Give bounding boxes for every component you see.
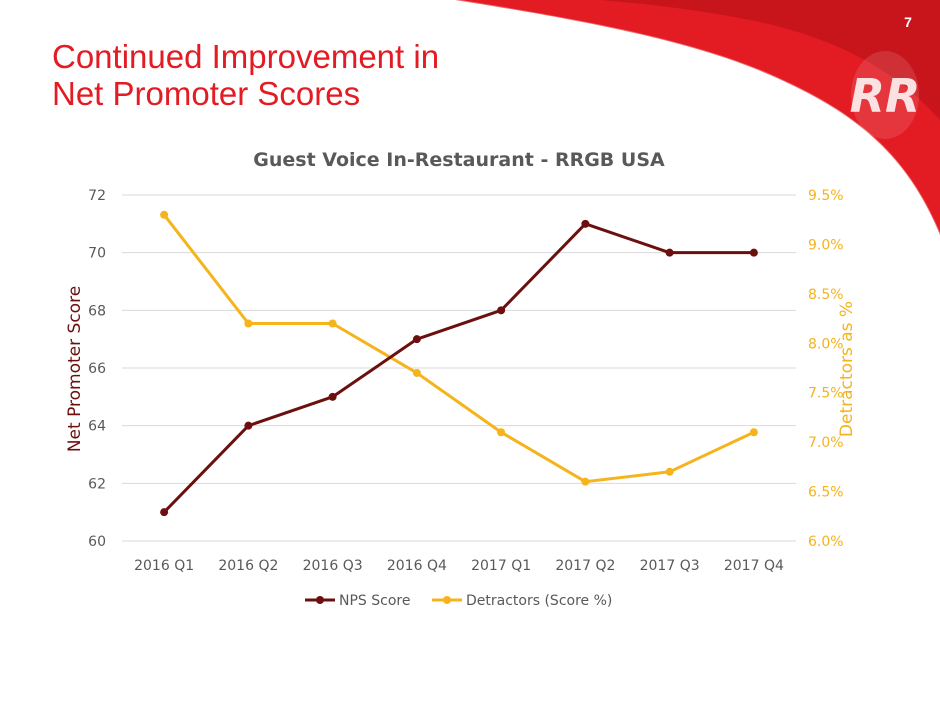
page-number: 7: [904, 14, 912, 30]
legend-detractors-label: Detractors (Score %): [466, 593, 612, 609]
y-tick-label: 64: [88, 419, 106, 435]
detractors-point: [160, 210, 169, 219]
header-swoosh-dark: [600, 0, 940, 120]
nps-point: [581, 219, 590, 228]
detractors-point: [244, 319, 253, 328]
chart-title: Guest Voice In-Restaurant - RRGB USA: [253, 149, 665, 171]
y2-tick-label: 8.5%: [808, 287, 844, 303]
right-axis-ticks: 6.0% 6.5% 7.0% 7.5% 8.0% 8.5% 9.0% 9.5%: [808, 188, 844, 550]
x-tick-label: 2016 Q1: [134, 558, 194, 574]
y-tick-label: 68: [88, 303, 106, 319]
y2-axis-label: Detractors as %: [837, 301, 857, 437]
legend-nps-label: NPS Score: [339, 593, 410, 609]
slide-title-line-1: Continued Improvement in: [52, 38, 440, 75]
nps-point: [665, 248, 674, 257]
chart: Guest Voice In-Restaurant - RRGB USA 606…: [65, 149, 857, 609]
header-swoosh: [455, 0, 940, 235]
x-tick-label: 2016 Q2: [218, 558, 278, 574]
y-tick-label: 70: [88, 246, 106, 262]
slide-title-line-2: Net Promoter Scores: [52, 75, 361, 112]
y-tick-label: 72: [88, 188, 106, 204]
legend: NPS Score Detractors (Score %): [305, 593, 612, 609]
gridlines: [122, 194, 796, 542]
nps-line: [163, 222, 754, 514]
y2-tick-label: 9.5%: [808, 188, 844, 204]
nps-point: [160, 508, 169, 517]
y-tick-label: 66: [88, 361, 106, 377]
detractors-point: [328, 319, 337, 328]
y2-tick-label: 7.5%: [808, 386, 844, 402]
header-swoosh-highlight: [454, 0, 940, 236]
x-tick-label: 2016 Q4: [387, 558, 447, 574]
detractors-point: [749, 428, 758, 437]
y-tick-label: 60: [88, 534, 106, 550]
left-axis-ticks: 60 62 64 66 68 70 72: [88, 188, 106, 550]
x-tick-label: 2017 Q3: [640, 558, 700, 574]
legend-nps-swatch-marker: [316, 596, 324, 604]
detractors-point: [412, 368, 421, 377]
slide-title: Continued Improvement in Net Promoter Sc…: [52, 38, 439, 112]
nps-point: [497, 306, 506, 315]
legend-detractors-swatch-marker: [443, 596, 451, 604]
x-tick-label: 2017 Q1: [471, 558, 531, 574]
nps-point: [328, 392, 337, 401]
y2-tick-label: 9.0%: [808, 237, 844, 253]
nps-point: [244, 421, 253, 430]
x-axis-ticks: 2016 Q1 2016 Q2 2016 Q3 2016 Q4 2017 Q1 2017 …: [134, 558, 784, 574]
y2-tick-label: 7.0%: [808, 435, 844, 451]
detractors-point: [665, 467, 674, 476]
x-tick-label: 2017 Q4: [724, 558, 784, 574]
y2-tick-label: 6.0%: [808, 534, 844, 550]
y2-tick-label: 6.5%: [808, 485, 844, 501]
y-axis-label: Net Promoter Score: [65, 286, 85, 452]
detractors-point: [581, 477, 590, 486]
y-tick-label: 62: [88, 476, 106, 492]
x-tick-label: 2016 Q3: [303, 558, 363, 574]
nps-point: [412, 335, 421, 344]
y2-tick-label: 8.0%: [808, 336, 844, 352]
detractors-line: [162, 213, 755, 484]
logo-mark: RR: [850, 69, 921, 123]
series-layer: [160, 210, 758, 517]
nps-point: [749, 248, 758, 257]
brand-logo: RR: [850, 51, 921, 139]
x-tick-label: 2017 Q2: [555, 558, 615, 574]
detractors-point: [497, 428, 506, 437]
